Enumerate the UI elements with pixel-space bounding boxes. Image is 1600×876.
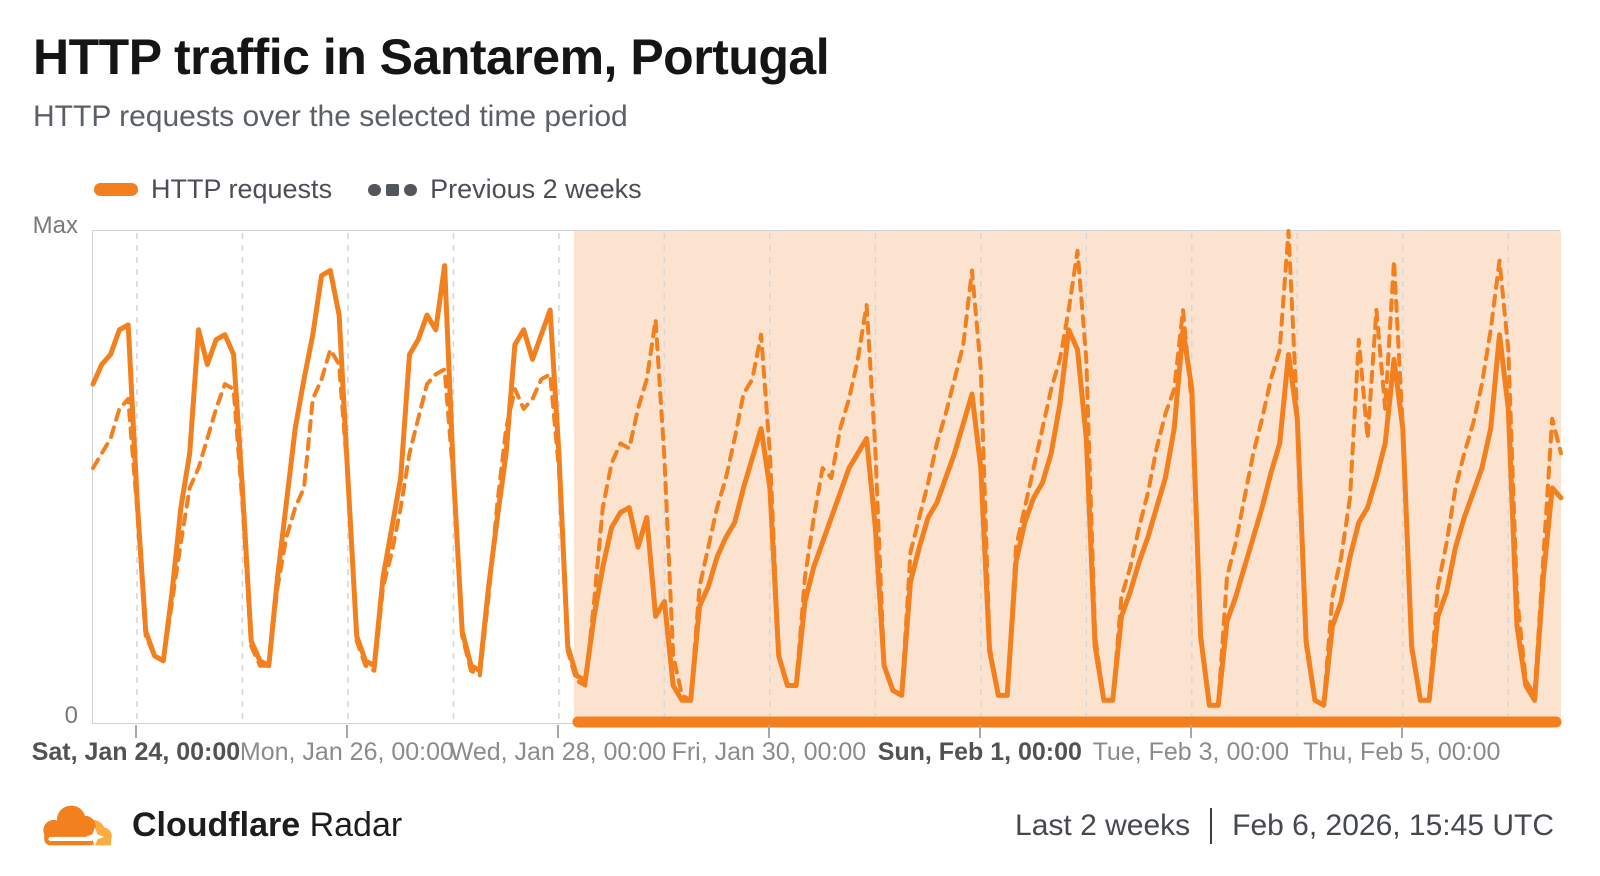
x-axis-label: Wed, Jan 28, 00:00 [449, 738, 667, 766]
x-axis-tick [978, 725, 981, 738]
x-axis-label: Sat, Jan 24, 00:00 [31, 738, 241, 766]
x-axis-label: Fri, Jan 30, 00:00 [671, 738, 867, 766]
traffic-line-chart[interactable] [90, 229, 1564, 728]
card-footer: Cloudflare Radar Last 2 weeks Feb 6, 202… [0, 788, 1600, 858]
chart-plot-area[interactable] [90, 229, 1564, 728]
x-axis: Sat, Jan 24, 00:00 Mon, Jan 26, 00:00 Wed,… [32, 724, 1560, 784]
x-axis-tick [556, 725, 559, 738]
legend-item-previous-2-weeks[interactable]: Previous 2 weeks [368, 174, 642, 205]
x-axis-tick [767, 725, 770, 738]
page-subtitle: HTTP requests over the selected time per… [33, 100, 628, 133]
cloudflare-radar-brand[interactable]: Cloudflare Radar [40, 798, 402, 852]
y-axis-zero-label: 0 [64, 702, 78, 729]
brand-cloudflare: Cloudflare [132, 805, 301, 844]
solid-line-swatch-icon [94, 183, 138, 196]
x-axis-label: Mon, Jan 26, 00:00 [239, 738, 454, 766]
cloudflare-logo-icon [43, 805, 112, 847]
series-previous-2-weeks[interactable] [91, 229, 1563, 708]
legend-item-http-requests[interactable]: HTTP requests [94, 174, 332, 205]
time-range-label: Last 2 weeks [1015, 809, 1191, 842]
timestamp-label: Feb 6, 2026, 15:45 UTC [1232, 809, 1554, 842]
x-axis-label: Tue, Feb 3, 00:00 [1092, 738, 1290, 766]
brand-radar: Radar [309, 805, 403, 844]
time-range-info: Last 2 weeks Feb 6, 2026, 15:45 UTC [1015, 808, 1554, 844]
page-title: HTTP traffic in Santarem, Portugal [33, 29, 830, 85]
x-axis-tick [134, 725, 137, 738]
y-axis-max-label: Max [32, 212, 78, 239]
divider [1210, 808, 1213, 844]
brand-wordmark: Cloudflare Radar [132, 806, 402, 845]
x-axis-tick [1400, 725, 1403, 738]
x-axis-label: Thu, Feb 5, 00:00 [1303, 738, 1501, 766]
x-axis-tick [345, 725, 348, 738]
x-axis-tick [1189, 725, 1192, 738]
dashed-line-swatch-icon [368, 183, 418, 196]
x-axis-label: Sun, Feb 1, 00:00 [877, 738, 1082, 766]
chart-legend: HTTP requests Previous 2 weeks [94, 174, 642, 205]
legend-label: Previous 2 weeks [430, 174, 642, 204]
legend-label: HTTP requests [151, 174, 333, 204]
